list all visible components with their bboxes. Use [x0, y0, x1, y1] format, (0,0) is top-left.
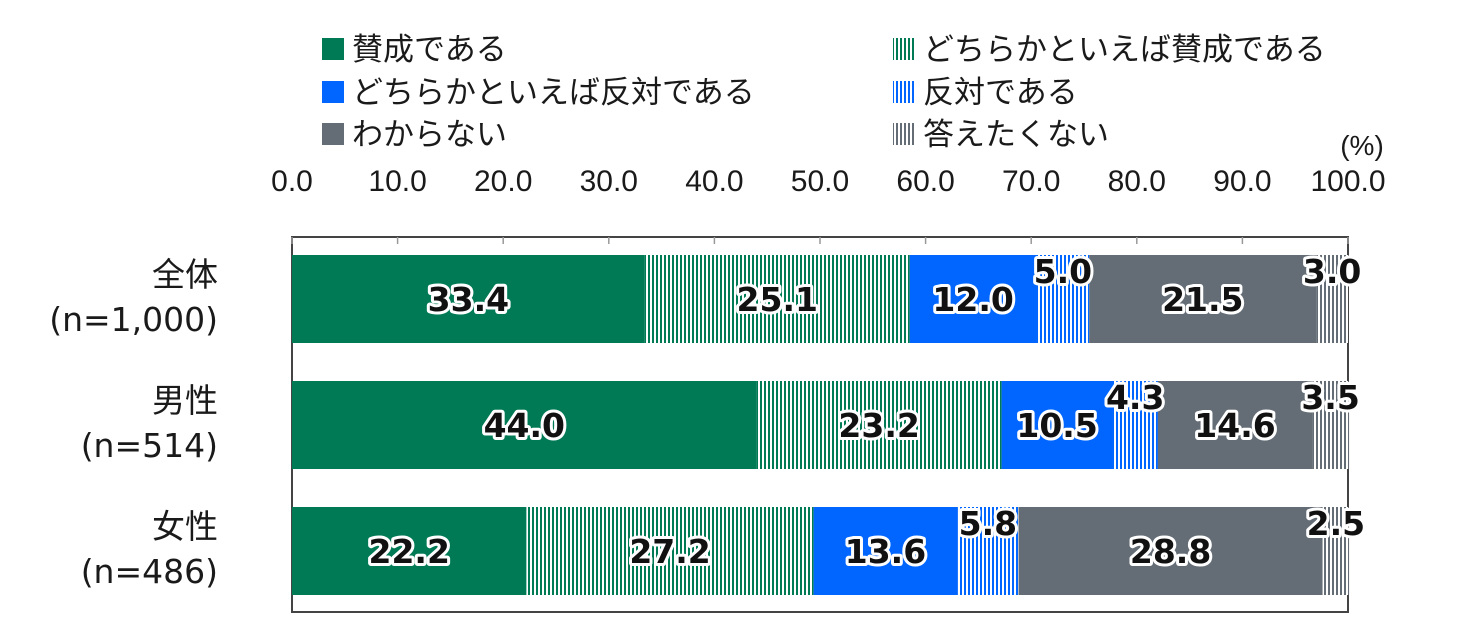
legend-label: どちらかといえば反対である	[352, 75, 755, 111]
data-label: 27.2	[629, 532, 710, 571]
bar-segment	[1322, 507, 1350, 595]
data-label: 12.0	[932, 280, 1013, 319]
category-n-label: (n=486)	[81, 552, 218, 591]
data-label: 23.2	[838, 406, 919, 445]
data-label: 44.0	[484, 406, 565, 445]
data-label: 3.0	[1303, 252, 1361, 291]
bar-segment	[1001, 381, 1113, 469]
category-label: 男性	[152, 381, 218, 420]
bar-segment	[1089, 255, 1317, 343]
x-tick-label: 100.0	[1310, 165, 1385, 198]
x-tick-label: 0.0	[271, 165, 313, 198]
bar-segment	[756, 381, 1002, 469]
x-tick-label: 50.0	[791, 165, 849, 198]
x-tick-label: 90.0	[1213, 165, 1271, 198]
category-label: 全体	[152, 255, 218, 294]
legend-item: どちらかといえば賛成である	[893, 32, 1326, 68]
category-labels: 全体 (n=1,000) 男性 (n=514) 女性 (n=486)	[49, 255, 218, 591]
bar-segment	[644, 255, 910, 343]
x-axis: 0.0 10.0 20.0 30.0 40.0 50.0 60.0 70.0 80.0 90.0 1…	[271, 130, 1385, 198]
data-label: 28.8	[1130, 532, 1211, 571]
bar-segment	[292, 255, 645, 343]
legend-swatch	[322, 123, 344, 145]
bar-segment	[1316, 255, 1348, 343]
bar-segment	[292, 381, 757, 469]
bar-segment	[1036, 255, 1090, 343]
data-label: 4.3	[1106, 378, 1164, 417]
legend-item: 反対である	[893, 75, 1078, 111]
bar-segment	[813, 507, 958, 595]
legend-item: どちらかといえば反対である	[322, 75, 755, 111]
data-label: 25.1	[737, 280, 818, 319]
legend-swatch	[322, 38, 344, 60]
unit-label: (%)	[1340, 130, 1384, 161]
legend-swatch	[893, 123, 915, 145]
data-label: 21.5	[1162, 280, 1243, 319]
legend-label: 賛成である	[352, 32, 507, 68]
x-tick-label: 70.0	[1002, 165, 1060, 198]
legend-swatch	[893, 38, 915, 60]
x-tick-label: 20.0	[474, 165, 532, 198]
data-label: 3.5	[1301, 378, 1359, 417]
x-tick-label: 40.0	[685, 165, 743, 198]
category-label: 女性	[152, 507, 218, 546]
legend-label: どちらかといえば賛成である	[923, 32, 1326, 68]
legend-label: 反対である	[923, 75, 1078, 111]
x-tick-label: 60.0	[896, 165, 954, 198]
legend-label: 答えたくない	[923, 117, 1109, 153]
bar-segment	[1312, 381, 1350, 469]
category-n-label: (n=514)	[81, 426, 218, 465]
bar-segment	[957, 507, 1019, 595]
bar-segment	[526, 507, 814, 595]
data-label: 33.4	[428, 280, 509, 319]
legend-item: わからない	[322, 117, 507, 153]
data-label: 5.0	[1034, 252, 1092, 291]
x-tick-label: 10.0	[368, 165, 426, 198]
category-n-label: (n=1,000)	[49, 300, 218, 339]
bar-segment	[292, 507, 527, 595]
data-label: 14.6	[1194, 406, 1275, 445]
data-labels: 33.4 25.1 12.0 5.0 21.5 3.0 44.0 23.2 10.54.3 14.…	[366, 249, 1369, 574]
data-label: 13.6	[845, 532, 926, 571]
legend-swatch	[893, 81, 915, 103]
x-tick-label: 80.0	[1108, 165, 1166, 198]
legend-item: 賛成である	[322, 32, 507, 68]
bar-segment	[1018, 507, 1323, 595]
legend-item: 答えたくない	[893, 117, 1109, 153]
bar-segment	[1157, 381, 1313, 469]
data-label: 2.5	[1307, 504, 1365, 543]
x-tick-label: 30.0	[580, 165, 638, 198]
bar-segment	[1112, 381, 1158, 469]
data-label: 5.8	[959, 504, 1017, 543]
data-label: 10.5	[1016, 406, 1097, 445]
legend-label: わからない	[352, 117, 507, 153]
plot-area	[291, 236, 1350, 613]
bar-segment	[909, 255, 1037, 343]
legend-swatch	[322, 81, 344, 103]
data-label: 22.2	[369, 532, 450, 571]
